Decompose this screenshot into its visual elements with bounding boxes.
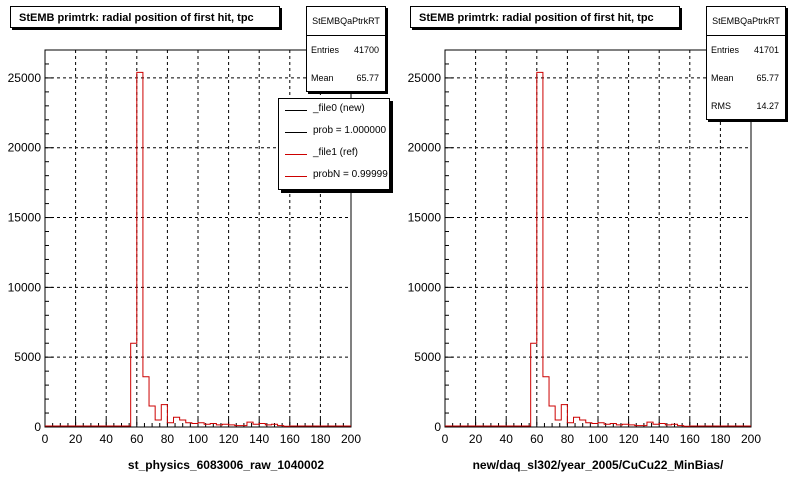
left-x-tick-label: 180 <box>310 432 330 446</box>
right-x-tick-label: 160 <box>680 432 700 446</box>
right-stats-box: StEMBQaPtrkRT Entries 41701 Mean 65.77 R… <box>706 6 786 120</box>
right-x-axis-title: new/daq_sl302/year_2005/CuCu22_MinBias/ <box>473 458 724 472</box>
left-x-tick-label: 60 <box>130 432 144 446</box>
right-stats-entries-row: Entries 41701 <box>707 36 785 64</box>
left-x-tick-label: 0 <box>42 432 49 446</box>
legend-line-new <box>285 110 307 111</box>
right-x-tick-label: 140 <box>649 432 669 446</box>
left-x-tick-label: 20 <box>69 432 83 446</box>
legend-label-prob: prob = 1.000000 <box>313 125 387 136</box>
left-stats-mean-label: Mean <box>311 73 334 83</box>
left-x-tick-label: 200 <box>341 432 361 446</box>
left-legend: _file0 (new) prob = 1.000000 _file1 (ref… <box>278 98 390 190</box>
left-y-tick-label: 0 <box>34 420 41 434</box>
left-plot-title: StEMB primtrk: radial position of first … <box>10 6 280 28</box>
right-x-tick-label: 80 <box>561 432 575 446</box>
left-y-tick-label: 25000 <box>8 71 42 85</box>
right-y-tick-label: 25000 <box>408 71 442 85</box>
left-x-tick-label: 40 <box>100 432 114 446</box>
right-x-tick-label: 60 <box>530 432 544 446</box>
legend-entry-ref: _file1 (ref) <box>279 143 389 165</box>
left-x-axis-title: st_physics_6083006_raw_1040002 <box>128 458 324 472</box>
legend-line-probn <box>285 176 307 177</box>
left-x-tick-label: 100 <box>188 432 208 446</box>
legend-entry-new: _file0 (new) <box>279 99 389 121</box>
left-stats-mean-row: Mean 65.77 <box>307 64 385 92</box>
right-y-tick-label: 0 <box>434 420 441 434</box>
left-y-tick-label: 5000 <box>14 350 41 364</box>
legend-label-ref: _file1 (ref) <box>313 147 359 158</box>
right-stats-entries-value: 41701 <box>753 45 779 55</box>
right-stats-mean-value: 65.77 <box>756 73 779 83</box>
right-x-tick-label: 100 <box>588 432 608 446</box>
right-x-tick-label: 200 <box>741 432 761 446</box>
legend-line-prob <box>285 132 307 133</box>
left-stats-entries-value: 41700 <box>353 45 379 55</box>
right-x-tick-label: 40 <box>500 432 514 446</box>
right-stats-mean-label: Mean <box>711 73 734 83</box>
right-stats-rms-row: RMS 14.27 <box>707 92 785 120</box>
left-x-tick-label: 120 <box>219 432 239 446</box>
left-x-tick-label: 80 <box>161 432 175 446</box>
right-stats-rms-value: 14.27 <box>756 101 779 111</box>
right-x-tick-label: 20 <box>469 432 483 446</box>
right-stats-rms-label: RMS <box>711 101 731 111</box>
left-stats-entries-row: Entries 41700 <box>307 36 385 64</box>
left-stats-name: StEMBQaPtrkRT <box>307 7 385 36</box>
left-stats-mean-value: 65.77 <box>356 73 379 83</box>
right-x-tick-label: 0 <box>442 432 449 446</box>
legend-entry-prob: prob = 1.000000 <box>279 121 389 143</box>
left-y-tick-label: 15000 <box>8 211 42 225</box>
right-y-tick-label: 5000 <box>414 350 441 364</box>
legend-entry-probn: probN = 0.99999 <box>279 165 389 187</box>
legend-line-ref <box>285 154 307 155</box>
right-y-tick-label: 15000 <box>408 211 442 225</box>
left-x-tick-label: 140 <box>249 432 269 446</box>
left-y-tick-label: 20000 <box>8 141 42 155</box>
left-histogram-series <box>45 71 351 427</box>
legend-label-probn: probN = 0.99999 <box>313 169 388 180</box>
right-stats-name: StEMBQaPtrkRT <box>707 7 785 36</box>
left-y-tick-label: 10000 <box>8 280 42 294</box>
left-stats-entries-label: Entries <box>311 45 340 55</box>
right-x-tick-label: 120 <box>619 432 639 446</box>
right-stats-entries-label: Entries <box>711 45 740 55</box>
right-stats-mean-row: Mean 65.77 <box>707 64 785 92</box>
left-stats-box: StEMBQaPtrkRT Entries 41700 Mean 65.77 <box>306 6 386 92</box>
left-x-tick-label: 160 <box>280 432 300 446</box>
legend-label-new: _file0 (new) <box>313 103 365 114</box>
right-y-tick-label: 10000 <box>408 280 442 294</box>
right-histogram-series <box>445 71 751 427</box>
right-x-tick-label: 180 <box>710 432 730 446</box>
right-y-tick-label: 20000 <box>408 141 442 155</box>
right-plot-title: StEMB primtrk: radial position of first … <box>410 6 680 28</box>
